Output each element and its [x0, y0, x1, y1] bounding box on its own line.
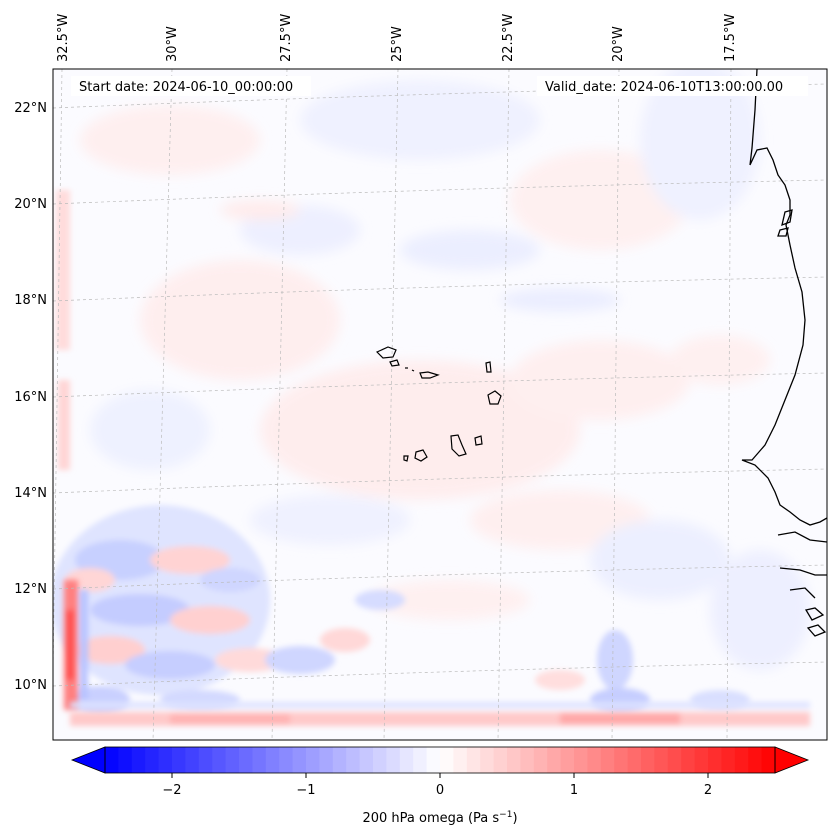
colorbar-bin [185, 747, 200, 773]
colorbar-bin [734, 747, 749, 773]
colorbar-bin [681, 747, 696, 773]
colorbar-extend-min [70, 746, 106, 774]
colorbar-bin [252, 747, 267, 773]
coastlines [741, 69, 827, 637]
lat-label-22n: 22°N [14, 101, 47, 116]
lon-label-25w: 25°W [390, 26, 405, 62]
colorbar-bin [493, 747, 508, 773]
island-boa-vista [487, 390, 502, 405]
cape-verde-islands [375, 346, 502, 462]
colorbar-bin [547, 747, 562, 773]
colorbar-bin [212, 747, 227, 773]
colorbar-bin [239, 747, 253, 773]
colorbar-bin [694, 747, 709, 773]
colorbar-bin [560, 747, 575, 773]
lon-label-17-5w: 17.5°W [723, 14, 738, 62]
island-brava [403, 455, 409, 462]
colorbar-bin [533, 747, 548, 773]
colorbar-bin [292, 747, 307, 773]
colorbar-bin [574, 747, 588, 773]
lat-label-14n: 14°N [14, 486, 47, 501]
colorbar-bin [453, 747, 468, 773]
latitude-labels: 22°N 20°N 18°N 16°N 14°N 12°N 10°N [14, 101, 47, 693]
lon-label-22-5w: 22.5°W [501, 14, 516, 62]
valid-date-label: Valid_date: 2024-06-10T13:00:00.00 [545, 80, 783, 95]
island-sal [485, 361, 492, 373]
lat-label-16n: 16°N [14, 390, 47, 405]
colorbar-bin [614, 747, 629, 773]
colorbar-bin [373, 747, 387, 773]
colorbar-bin [466, 747, 481, 773]
colorbar-bin [667, 747, 682, 773]
lon-label-27-5w: 27.5°W [279, 14, 294, 62]
island-fogo [414, 449, 428, 462]
colorbar-bin [426, 747, 441, 773]
colorbar-bin [721, 747, 736, 773]
colorbar-bin [748, 747, 763, 773]
island-santo-antao [375, 346, 397, 359]
start-date-box [71, 76, 311, 96]
lon-label-32-5w: 32.5°W [56, 14, 71, 62]
colorbar-bin [708, 747, 722, 773]
colorbar-bin [480, 747, 495, 773]
colorbar-bin [507, 747, 521, 773]
colorbar: −2 −1 0 1 2 200 hPa omega (Pa s−1) [70, 746, 810, 826]
colorbar-bin [172, 747, 186, 773]
colorbar-ticks: −2 −1 0 1 2 [162, 773, 712, 798]
colorbar-bins [105, 747, 776, 773]
colorbar-tick-label: 0 [436, 783, 444, 798]
colorbar-bin [399, 747, 414, 773]
map-panel: Start date: 2024-06-10_00:00:00 Valid_da… [14, 14, 828, 741]
lat-label-12n: 12°N [14, 582, 47, 597]
colorbar-tick-label: 2 [704, 783, 712, 798]
map-frame [52, 68, 828, 741]
omega-field [53, 69, 827, 740]
gridlines [53, 69, 827, 740]
colorbar-bin [359, 747, 374, 773]
colorbar-tick-label: 1 [570, 783, 578, 798]
colorbar-bin [587, 747, 602, 773]
colorbar-bin [761, 747, 776, 773]
colorbar-bin [600, 747, 615, 773]
colorbar-bin [440, 747, 454, 773]
colorbar-tick-label: −2 [162, 783, 181, 798]
colorbar-bin [265, 747, 280, 773]
colorbar-bin [319, 747, 334, 773]
colorbar-extend-max [774, 746, 810, 774]
colorbar-label: 200 hPa omega (Pa s−1) [362, 810, 517, 826]
colorbar-bin [198, 747, 213, 773]
colorbar-bin [279, 747, 294, 773]
lon-label-20w: 20°W [611, 26, 626, 62]
colorbar-bin [225, 747, 240, 773]
lat-label-20n: 20°N [14, 197, 47, 212]
colorbar-bin [641, 747, 655, 773]
africa-coastline [741, 69, 827, 526]
colorbar-bin [332, 747, 347, 773]
island-sao-nicolau [419, 371, 440, 379]
colorbar-bin [413, 747, 428, 773]
colorbar-bin [520, 747, 535, 773]
colorbar-bin [118, 747, 133, 773]
colorbar-bin [158, 747, 173, 773]
island-sao-vicente [389, 359, 400, 367]
valid-date-box [537, 76, 808, 96]
colorbar-bin [131, 747, 146, 773]
colorbar-bin [346, 747, 361, 773]
colorbar-bin [306, 747, 320, 773]
lat-label-18n: 18°N [14, 293, 47, 308]
island-santiago [450, 434, 467, 457]
island-maio [474, 435, 483, 446]
colorbar-bin [386, 747, 401, 773]
lat-label-10n: 10°N [14, 678, 47, 693]
start-date-label: Start date: 2024-06-10_00:00:00 [79, 80, 293, 95]
colorbar-bin [145, 747, 160, 773]
colorbar-bin [654, 747, 669, 773]
colorbar-bin [627, 747, 642, 773]
colorbar-bin [105, 747, 119, 773]
lon-label-30w: 30°W [165, 26, 180, 62]
colorbar-tick-label: −1 [296, 783, 315, 798]
longitude-labels: 32.5°W 30°W 27.5°W 25°W 22.5°W 20°W 17.5… [56, 14, 738, 62]
